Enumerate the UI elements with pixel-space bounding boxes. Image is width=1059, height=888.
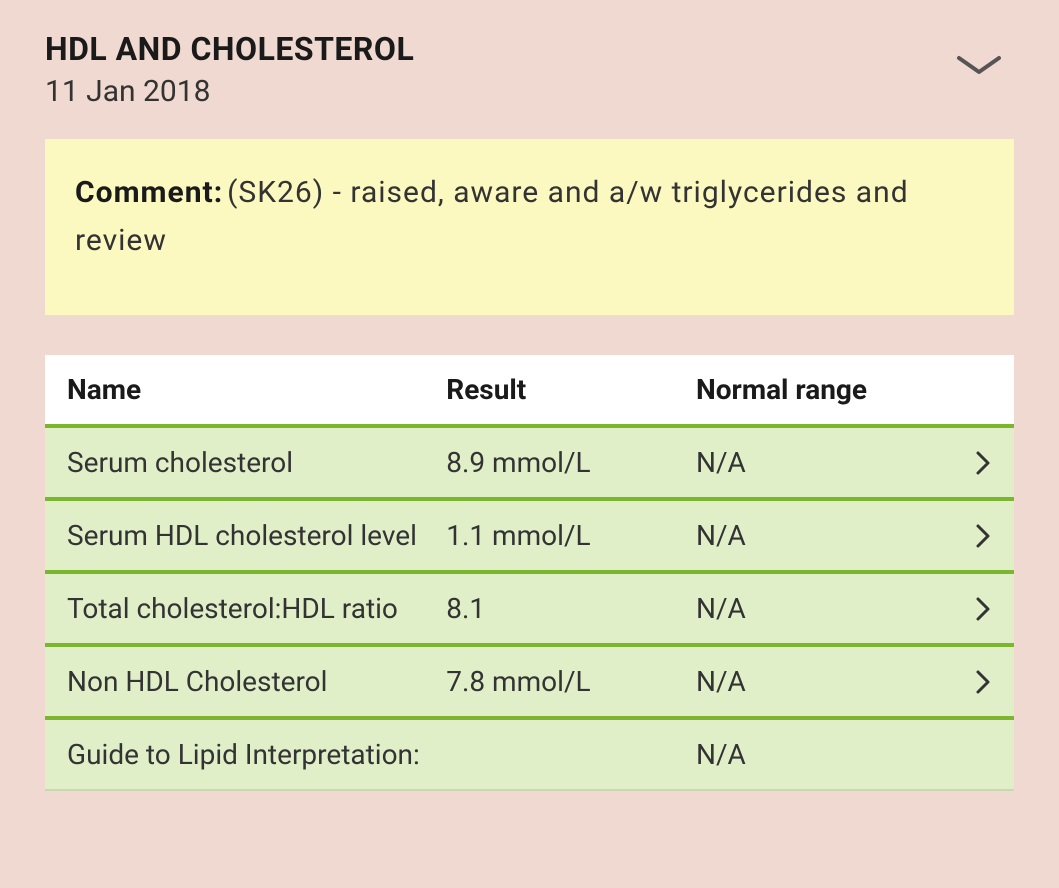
column-header-name: Name — [67, 373, 446, 406]
table-body: Serum cholesterol8.9 mmol/LN/ASerum HDL … — [45, 428, 1014, 791]
panel-header: HDL AND CHOLESTEROL 11 Jan 2018 — [45, 30, 1014, 109]
panel-date: 11 Jan 2018 — [45, 74, 954, 109]
chevron-right-icon[interactable] — [952, 668, 992, 696]
cell-range: N/A — [696, 592, 952, 625]
table-header: Name Result Normal range — [45, 355, 1014, 428]
table-row: Guide to Lipid Interpretation: N/A — [45, 720, 1014, 791]
header-text: HDL AND CHOLESTEROL 11 Jan 2018 — [45, 30, 954, 109]
cell-name: Serum HDL cholesterol level — [67, 519, 446, 552]
column-header-range: Normal range — [696, 373, 952, 406]
table-row[interactable]: Non HDL Cholesterol7.8 mmol/LN/A — [45, 647, 1014, 720]
chevron-right-icon[interactable] — [952, 522, 992, 550]
cell-range: N/A — [696, 519, 952, 552]
table-row[interactable]: Serum HDL cholesterol level1.1 mmol/LN/A — [45, 501, 1014, 574]
chevron-right-icon[interactable] — [952, 449, 992, 477]
cell-name: Guide to Lipid Interpretation: — [67, 738, 446, 771]
table-row[interactable]: Total cholesterol:HDL ratio8.1N/A — [45, 574, 1014, 647]
panel-title: HDL AND CHOLESTEROL — [45, 30, 954, 68]
cell-range: N/A — [696, 665, 952, 698]
results-table: Name Result Normal range Serum cholester… — [45, 355, 1014, 791]
column-header-spacer — [952, 373, 992, 406]
cell-range: N/A — [696, 446, 952, 479]
column-header-result: Result — [446, 373, 696, 406]
cell-name: Total cholesterol:HDL ratio — [67, 592, 446, 625]
comment-box: Comment: (SK26) - raised, aware and a/w … — [45, 139, 1014, 315]
cell-result: 7.8 mmol/L — [446, 665, 696, 698]
cell-result: 1.1 mmol/L — [446, 519, 696, 552]
cell-result: 8.9 mmol/L — [446, 446, 696, 479]
cell-name: Serum cholesterol — [67, 446, 446, 479]
chevron-down-icon[interactable] — [954, 50, 1004, 84]
table-row[interactable]: Serum cholesterol8.9 mmol/LN/A — [45, 428, 1014, 501]
comment-label: Comment: — [75, 175, 223, 210]
chevron-right-icon[interactable] — [952, 595, 992, 623]
cell-result: 8.1 — [446, 592, 696, 625]
cell-name: Non HDL Cholesterol — [67, 665, 446, 698]
cell-range: N/A — [696, 738, 952, 771]
